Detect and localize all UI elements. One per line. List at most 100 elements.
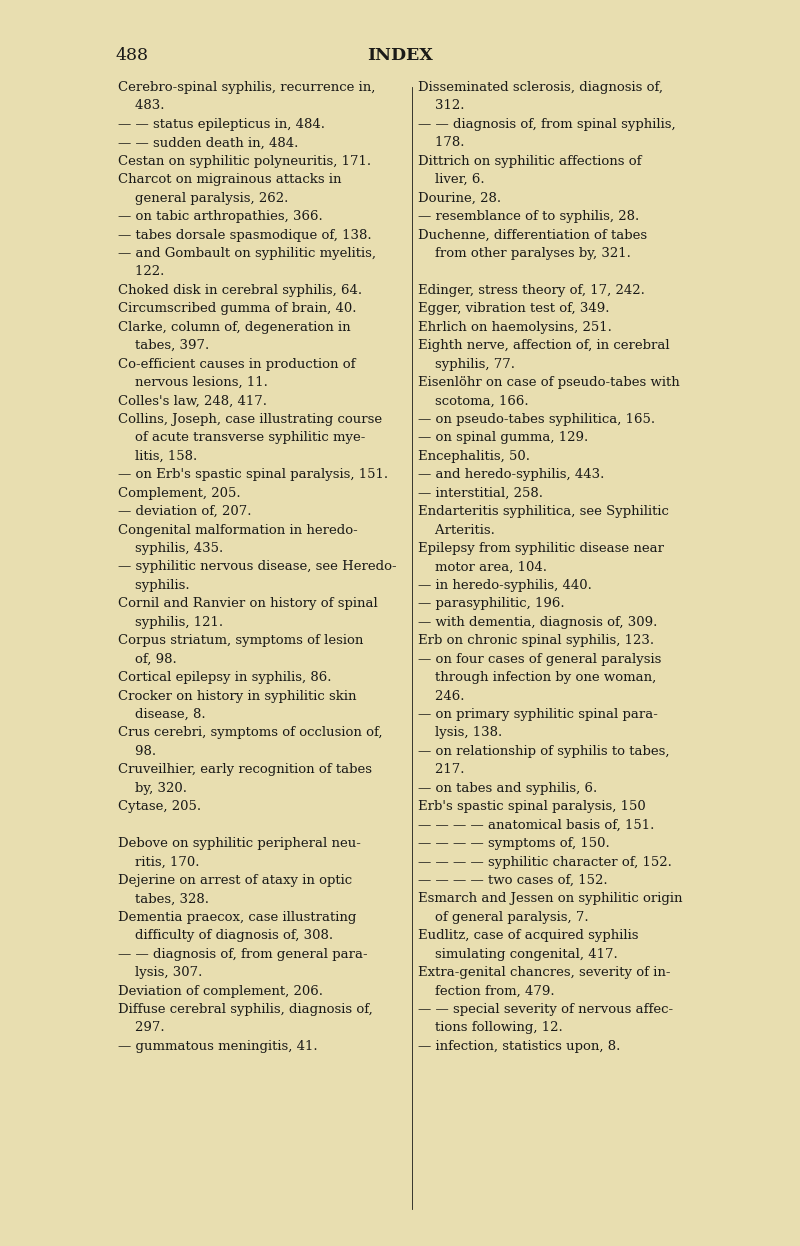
Text: Cruveilhier, early recognition of tabes: Cruveilhier, early recognition of tabes	[118, 764, 372, 776]
Text: — parasyphilitic, 196.: — parasyphilitic, 196.	[418, 597, 564, 611]
Text: Cortical epilepsy in syphilis, 86.: Cortical epilepsy in syphilis, 86.	[118, 672, 332, 684]
Text: lysis, 138.: lysis, 138.	[418, 726, 502, 739]
Text: — — diagnosis of, from general para-: — — diagnosis of, from general para-	[118, 948, 368, 961]
Text: — on relationship of syphilis to tabes,: — on relationship of syphilis to tabes,	[418, 745, 669, 758]
Text: through infection by one woman,: through infection by one woman,	[418, 672, 656, 684]
Text: litis, 158.: litis, 158.	[118, 450, 198, 462]
Text: Duchenne, differentiation of tabes: Duchenne, differentiation of tabes	[418, 228, 646, 242]
Text: from other paralyses by, 321.: from other paralyses by, 321.	[418, 247, 630, 260]
Text: Cytase, 205.: Cytase, 205.	[118, 800, 202, 814]
Text: of, 98.: of, 98.	[118, 653, 177, 665]
Text: 488: 488	[116, 47, 149, 65]
Text: — — — — anatomical basis of, 151.: — — — — anatomical basis of, 151.	[418, 819, 654, 831]
Text: Eudlitz, case of acquired syphilis: Eudlitz, case of acquired syphilis	[418, 930, 638, 942]
Text: Extra-genital chancres, severity of in-: Extra-genital chancres, severity of in-	[418, 966, 670, 979]
Text: — and Gombault on syphilitic myelitis,: — and Gombault on syphilitic myelitis,	[118, 247, 376, 260]
Text: lysis, 307.: lysis, 307.	[118, 966, 202, 979]
Text: tabes, 328.: tabes, 328.	[118, 892, 210, 906]
Text: — gummatous meningitis, 41.: — gummatous meningitis, 41.	[118, 1040, 318, 1053]
Text: Clarke, column of, degeneration in: Clarke, column of, degeneration in	[118, 320, 351, 334]
Text: fection from, 479.: fection from, 479.	[418, 984, 554, 998]
Text: Dementia praecox, case illustrating: Dementia praecox, case illustrating	[118, 911, 357, 923]
Text: — resemblance of to syphilis, 28.: — resemblance of to syphilis, 28.	[418, 211, 639, 223]
Text: 297.: 297.	[118, 1022, 165, 1034]
Text: — deviation of, 207.: — deviation of, 207.	[118, 505, 252, 518]
Text: — interstitial, 258.: — interstitial, 258.	[418, 487, 542, 500]
Text: — infection, statistics upon, 8.: — infection, statistics upon, 8.	[418, 1040, 620, 1053]
Text: Colles's law, 248, 417.: Colles's law, 248, 417.	[118, 395, 267, 407]
Text: Choked disk in cerebral syphilis, 64.: Choked disk in cerebral syphilis, 64.	[118, 284, 362, 297]
Text: Egger, vibration test of, 349.: Egger, vibration test of, 349.	[418, 303, 609, 315]
Text: liver, 6.: liver, 6.	[418, 173, 484, 186]
Text: Arteritis.: Arteritis.	[418, 523, 494, 537]
Text: 217.: 217.	[418, 764, 464, 776]
Text: of acute transverse syphilitic mye-: of acute transverse syphilitic mye-	[118, 431, 366, 445]
Text: Dittrich on syphilitic affections of: Dittrich on syphilitic affections of	[418, 155, 641, 168]
Text: motor area, 104.: motor area, 104.	[418, 561, 546, 573]
Text: Cerebro-spinal syphilis, recurrence in,: Cerebro-spinal syphilis, recurrence in,	[118, 81, 376, 93]
Text: simulating congenital, 417.: simulating congenital, 417.	[418, 948, 618, 961]
Text: 98.: 98.	[118, 745, 157, 758]
Text: Diffuse cerebral syphilis, diagnosis of,: Diffuse cerebral syphilis, diagnosis of,	[118, 1003, 373, 1015]
Text: syphilis.: syphilis.	[118, 579, 190, 592]
Text: Crus cerebri, symptoms of occlusion of,: Crus cerebri, symptoms of occlusion of,	[118, 726, 383, 739]
Text: Epilepsy from syphilitic disease near: Epilepsy from syphilitic disease near	[418, 542, 664, 554]
Text: scotoma, 166.: scotoma, 166.	[418, 395, 528, 407]
Text: Disseminated sclerosis, diagnosis of,: Disseminated sclerosis, diagnosis of,	[418, 81, 662, 93]
Text: tabes, 397.: tabes, 397.	[118, 339, 210, 353]
Text: ritis, 170.: ritis, 170.	[118, 856, 200, 868]
Text: — in heredo-syphilis, 440.: — in heredo-syphilis, 440.	[418, 579, 591, 592]
Text: Circumscribed gumma of brain, 40.: Circumscribed gumma of brain, 40.	[118, 303, 357, 315]
Text: disease, 8.: disease, 8.	[118, 708, 206, 721]
Text: Endarteritis syphilitica, see Syphilitic: Endarteritis syphilitica, see Syphilitic	[418, 505, 669, 518]
Text: Ehrlich on haemolysins, 251.: Ehrlich on haemolysins, 251.	[418, 320, 611, 334]
Text: Dejerine on arrest of ataxy in optic: Dejerine on arrest of ataxy in optic	[118, 873, 353, 887]
Text: — on primary syphilitic spinal para-: — on primary syphilitic spinal para-	[418, 708, 658, 721]
Text: Encephalitis, 50.: Encephalitis, 50.	[418, 450, 530, 462]
Text: — — diagnosis of, from spinal syphilis,: — — diagnosis of, from spinal syphilis,	[418, 118, 675, 131]
Text: — with dementia, diagnosis of, 309.: — with dementia, diagnosis of, 309.	[418, 616, 657, 629]
Text: — — — — syphilitic character of, 152.: — — — — syphilitic character of, 152.	[418, 856, 671, 868]
Text: — on four cases of general paralysis: — on four cases of general paralysis	[418, 653, 661, 665]
Text: Cornil and Ranvier on history of spinal: Cornil and Ranvier on history of spinal	[118, 597, 378, 611]
Text: by, 320.: by, 320.	[118, 781, 187, 795]
Text: Complement, 205.: Complement, 205.	[118, 487, 241, 500]
Text: — — sudden death in, 484.: — — sudden death in, 484.	[118, 136, 298, 150]
Text: Crocker on history in syphilitic skin: Crocker on history in syphilitic skin	[118, 689, 357, 703]
Text: — — status epilepticus in, 484.: — — status epilepticus in, 484.	[118, 118, 326, 131]
Text: syphilis, 121.: syphilis, 121.	[118, 616, 223, 629]
Text: Dourine, 28.: Dourine, 28.	[418, 192, 501, 204]
Text: syphilis, 77.: syphilis, 77.	[418, 358, 514, 370]
Text: Eisenlöhr on case of pseudo-tabes with: Eisenlöhr on case of pseudo-tabes with	[418, 376, 679, 389]
Text: — tabes dorsale spasmodique of, 138.: — tabes dorsale spasmodique of, 138.	[118, 228, 372, 242]
Text: — — — — symptoms of, 150.: — — — — symptoms of, 150.	[418, 837, 610, 850]
Text: INDEX: INDEX	[367, 47, 433, 65]
Text: of general paralysis, 7.: of general paralysis, 7.	[418, 911, 588, 923]
Text: Charcot on migrainous attacks in: Charcot on migrainous attacks in	[118, 173, 342, 186]
Text: — on tabic arthropathies, 366.: — on tabic arthropathies, 366.	[118, 211, 323, 223]
Text: Cestan on syphilitic polyneuritis, 171.: Cestan on syphilitic polyneuritis, 171.	[118, 155, 371, 168]
Text: 178.: 178.	[418, 136, 464, 150]
Text: — on spinal gumma, 129.: — on spinal gumma, 129.	[418, 431, 588, 445]
Text: syphilis, 435.: syphilis, 435.	[118, 542, 224, 554]
Text: — on pseudo-tabes syphilitica, 165.: — on pseudo-tabes syphilitica, 165.	[418, 412, 654, 426]
Text: Congenital malformation in heredo-: Congenital malformation in heredo-	[118, 523, 358, 537]
Text: — on tabes and syphilis, 6.: — on tabes and syphilis, 6.	[418, 781, 597, 795]
Text: Edinger, stress theory of, 17, 242.: Edinger, stress theory of, 17, 242.	[418, 284, 645, 297]
Text: — — special severity of nervous affec-: — — special severity of nervous affec-	[418, 1003, 673, 1015]
Text: — — — — two cases of, 152.: — — — — two cases of, 152.	[418, 873, 607, 887]
Text: — on Erb's spastic spinal paralysis, 151.: — on Erb's spastic spinal paralysis, 151…	[118, 468, 389, 481]
Text: Deviation of complement, 206.: Deviation of complement, 206.	[118, 984, 323, 998]
Text: Co-efficient causes in production of: Co-efficient causes in production of	[118, 358, 356, 370]
Text: tions following, 12.: tions following, 12.	[418, 1022, 562, 1034]
Text: 483.: 483.	[118, 100, 165, 112]
Text: difficulty of diagnosis of, 308.: difficulty of diagnosis of, 308.	[118, 930, 334, 942]
Text: Erb on chronic spinal syphilis, 123.: Erb on chronic spinal syphilis, 123.	[418, 634, 654, 647]
Text: Collins, Joseph, case illustrating course: Collins, Joseph, case illustrating cours…	[118, 412, 382, 426]
Text: 122.: 122.	[118, 265, 165, 278]
Text: nervous lesions, 11.: nervous lesions, 11.	[118, 376, 268, 389]
Text: Eighth nerve, affection of, in cerebral: Eighth nerve, affection of, in cerebral	[418, 339, 670, 353]
Text: — and heredo-syphilis, 443.: — and heredo-syphilis, 443.	[418, 468, 604, 481]
Text: general paralysis, 262.: general paralysis, 262.	[118, 192, 289, 204]
Text: — syphilitic nervous disease, see Heredo-: — syphilitic nervous disease, see Heredo…	[118, 561, 397, 573]
